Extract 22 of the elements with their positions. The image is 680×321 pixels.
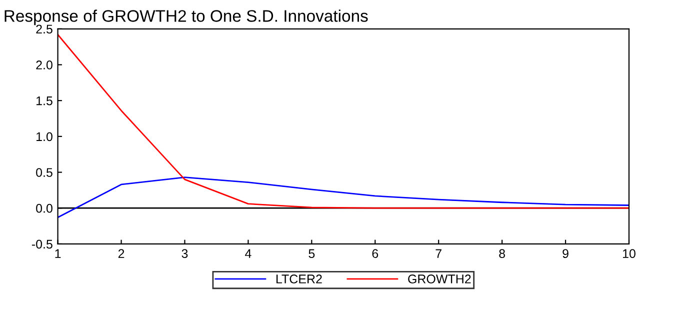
y-tick-label: 1.0 xyxy=(36,132,52,142)
line-series xyxy=(58,34,629,209)
y-tick-label: 1.5 xyxy=(36,96,52,106)
x-tick-label: 9 xyxy=(562,249,568,258)
x-tick-label: 8 xyxy=(499,249,505,258)
y-tick-label: 2.5 xyxy=(36,24,52,34)
y-tick-label: 0.5 xyxy=(36,168,52,177)
x-tick-label: 7 xyxy=(436,249,442,258)
y-tick-label: -0.5 xyxy=(32,240,52,249)
chart-title: Response of GROWTH2 to One S.D. Innovations xyxy=(4,10,368,26)
y-tick-label: 2.0 xyxy=(36,60,52,70)
x-tick-label: 1 xyxy=(55,249,61,258)
x-tick-label: 4 xyxy=(245,249,252,258)
y-tick-label: 0.0 xyxy=(36,204,52,213)
x-tick-label: 5 xyxy=(308,249,315,258)
x-tick-label: 6 xyxy=(372,249,378,258)
line-series xyxy=(58,176,629,218)
x-tick-label: 10 xyxy=(623,249,636,258)
x-tick-label: 2 xyxy=(118,249,124,258)
legend-label: LTCER2 xyxy=(276,274,322,284)
x-tick-label: 3 xyxy=(182,249,188,258)
legend-label: GROWTH2 xyxy=(408,274,471,284)
